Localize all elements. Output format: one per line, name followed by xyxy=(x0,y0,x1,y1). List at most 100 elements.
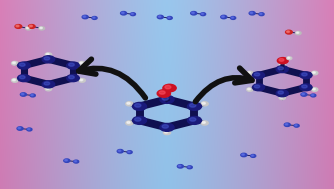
Circle shape xyxy=(127,122,130,123)
Circle shape xyxy=(160,123,174,131)
Circle shape xyxy=(83,16,86,17)
Circle shape xyxy=(200,13,206,16)
Circle shape xyxy=(285,124,288,125)
Circle shape xyxy=(312,71,318,75)
Circle shape xyxy=(28,25,35,28)
Circle shape xyxy=(280,64,283,65)
Circle shape xyxy=(20,93,26,96)
Circle shape xyxy=(26,27,29,29)
Circle shape xyxy=(164,131,168,133)
Circle shape xyxy=(21,93,24,95)
Circle shape xyxy=(165,85,171,89)
Circle shape xyxy=(288,57,290,58)
Circle shape xyxy=(19,63,25,66)
Circle shape xyxy=(69,63,74,66)
Circle shape xyxy=(131,13,134,15)
Circle shape xyxy=(192,12,194,14)
Circle shape xyxy=(276,66,288,73)
Circle shape xyxy=(311,94,316,97)
Circle shape xyxy=(126,121,133,125)
Circle shape xyxy=(15,25,22,28)
Circle shape xyxy=(254,73,260,76)
Circle shape xyxy=(67,62,79,69)
Circle shape xyxy=(82,15,88,19)
Circle shape xyxy=(42,56,55,63)
Circle shape xyxy=(260,13,262,15)
Circle shape xyxy=(302,85,307,88)
Circle shape xyxy=(250,12,253,14)
Circle shape xyxy=(25,27,31,30)
Circle shape xyxy=(39,27,44,30)
Circle shape xyxy=(135,118,141,121)
Circle shape xyxy=(287,31,290,33)
Circle shape xyxy=(312,88,318,91)
Circle shape xyxy=(246,88,253,91)
Circle shape xyxy=(92,16,97,19)
Circle shape xyxy=(160,95,174,103)
Circle shape xyxy=(279,96,285,100)
Circle shape xyxy=(254,85,260,88)
Circle shape xyxy=(201,121,208,125)
Circle shape xyxy=(187,166,192,169)
Circle shape xyxy=(27,128,32,131)
Circle shape xyxy=(46,88,49,89)
Circle shape xyxy=(287,57,292,60)
Circle shape xyxy=(128,151,130,153)
Circle shape xyxy=(277,58,288,64)
Circle shape xyxy=(17,127,23,130)
Circle shape xyxy=(16,25,19,27)
Circle shape xyxy=(278,67,284,70)
Circle shape xyxy=(190,118,196,121)
Circle shape xyxy=(177,165,183,168)
Circle shape xyxy=(278,91,284,94)
Circle shape xyxy=(127,102,130,104)
Circle shape xyxy=(188,166,190,168)
Circle shape xyxy=(301,93,307,96)
Circle shape xyxy=(121,12,127,15)
Circle shape xyxy=(302,93,305,95)
Circle shape xyxy=(168,17,170,18)
Circle shape xyxy=(163,130,171,135)
Circle shape xyxy=(45,87,52,91)
Circle shape xyxy=(253,72,265,79)
Circle shape xyxy=(130,13,136,16)
Circle shape xyxy=(313,88,315,90)
Circle shape xyxy=(18,62,30,69)
Circle shape xyxy=(295,125,297,126)
Circle shape xyxy=(191,12,197,15)
Circle shape xyxy=(157,15,163,19)
Circle shape xyxy=(312,94,314,96)
Circle shape xyxy=(296,32,299,33)
Circle shape xyxy=(230,16,236,19)
Circle shape xyxy=(127,151,132,154)
Circle shape xyxy=(80,79,83,81)
Circle shape xyxy=(253,84,265,91)
Circle shape xyxy=(300,72,312,79)
Circle shape xyxy=(162,125,168,128)
Circle shape xyxy=(28,129,30,130)
Circle shape xyxy=(69,76,74,79)
Circle shape xyxy=(135,104,141,107)
Circle shape xyxy=(187,116,201,124)
Circle shape xyxy=(13,62,15,64)
Circle shape xyxy=(163,92,171,96)
Circle shape xyxy=(31,94,33,96)
Circle shape xyxy=(133,102,147,110)
Circle shape xyxy=(19,76,25,79)
Circle shape xyxy=(12,79,18,82)
Circle shape xyxy=(118,150,121,152)
Circle shape xyxy=(126,102,133,106)
Circle shape xyxy=(73,160,79,163)
Circle shape xyxy=(29,25,32,27)
Circle shape xyxy=(133,116,147,124)
Circle shape xyxy=(67,74,79,82)
Circle shape xyxy=(117,149,123,153)
Circle shape xyxy=(286,30,292,34)
Circle shape xyxy=(242,154,244,155)
Circle shape xyxy=(13,79,15,81)
Circle shape xyxy=(313,72,315,73)
Circle shape xyxy=(294,124,299,127)
Circle shape xyxy=(40,27,42,29)
Circle shape xyxy=(279,59,284,61)
Circle shape xyxy=(158,16,161,17)
